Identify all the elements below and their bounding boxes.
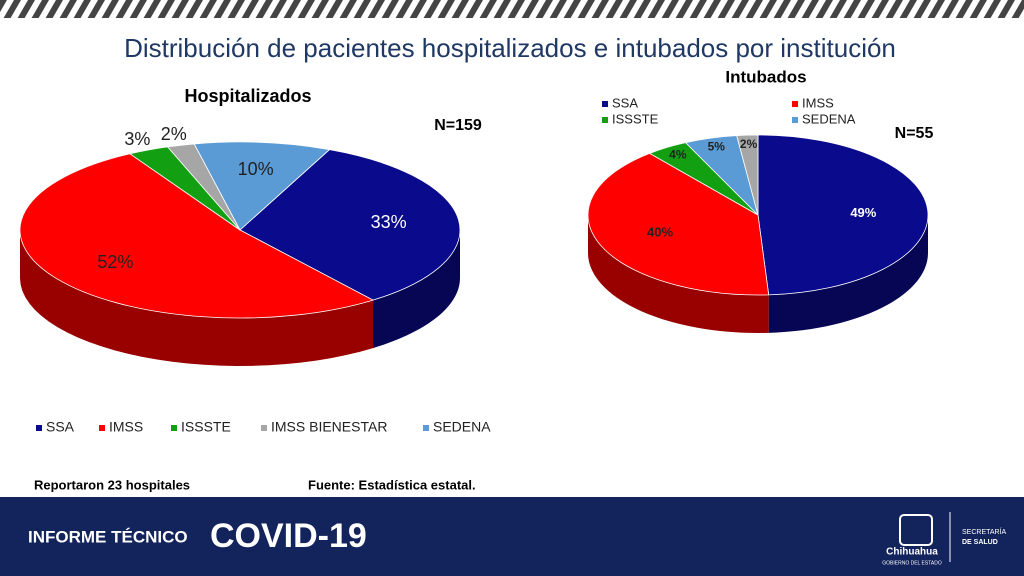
legend-swatch bbox=[792, 117, 798, 123]
pie-slice bbox=[587, 152, 770, 296]
legend-swatch bbox=[261, 425, 267, 431]
pie-slice bbox=[239, 149, 461, 301]
legend-label: IMSS bbox=[109, 419, 143, 435]
pie-side bbox=[373, 230, 460, 349]
data-label: 49% bbox=[850, 205, 876, 220]
pie-side bbox=[20, 230, 374, 366]
pie-slice bbox=[736, 134, 759, 216]
legend-swatch bbox=[99, 425, 105, 431]
slide-title: Distribución de pacientes hospitalizados… bbox=[124, 33, 896, 63]
chart-title: Hospitalizados bbox=[184, 86, 311, 106]
legend-swatch bbox=[602, 101, 608, 107]
footer-state: Chihuahua bbox=[886, 547, 938, 558]
legend-label: SEDENA bbox=[433, 419, 491, 435]
legend-swatch bbox=[171, 425, 177, 431]
legend-swatch bbox=[602, 117, 608, 123]
note: Fuente: Estadística estatal. bbox=[308, 477, 476, 492]
footer-ministry: SECRETARÍA bbox=[962, 527, 1007, 536]
data-label: 52% bbox=[97, 252, 133, 272]
pie-side bbox=[768, 215, 928, 333]
legend-label: IMSS BIENESTAR bbox=[271, 419, 387, 435]
legend-label: ISSSTE bbox=[181, 419, 231, 435]
data-label: 2% bbox=[161, 124, 187, 144]
pie-slice bbox=[757, 134, 929, 296]
logo bbox=[899, 514, 933, 546]
legend-label: SSA bbox=[46, 419, 75, 435]
footer-topic: COVID-19 bbox=[210, 517, 367, 555]
legend-label: SSA bbox=[612, 95, 638, 110]
pie-side bbox=[588, 215, 769, 333]
annotation: N=55 bbox=[895, 125, 934, 142]
legend-swatch bbox=[423, 425, 429, 431]
data-label: 33% bbox=[371, 212, 407, 232]
annotation: N=159 bbox=[434, 117, 482, 134]
data-label: 10% bbox=[238, 159, 274, 179]
data-label: 4% bbox=[669, 148, 687, 162]
footer-ministry: DE SALUD bbox=[962, 539, 998, 546]
pie-slice bbox=[193, 141, 331, 231]
footer-band bbox=[0, 497, 1024, 576]
data-label: 40% bbox=[647, 225, 673, 240]
legend-swatch bbox=[792, 101, 798, 107]
legend-label: IMSS bbox=[802, 95, 834, 110]
footer-report: INFORME TÉCNICO bbox=[28, 527, 188, 546]
data-label: 3% bbox=[124, 129, 150, 149]
legend-swatch bbox=[36, 425, 42, 431]
data-label: 2% bbox=[740, 137, 758, 151]
footer-government: GOBIERNO DEL ESTADO bbox=[882, 560, 942, 566]
data-label: 5% bbox=[708, 140, 726, 154]
legend-label: SEDENA bbox=[802, 111, 856, 126]
legend-label: ISSSTE bbox=[612, 111, 659, 126]
pie-slice bbox=[19, 153, 375, 319]
chart-title: Intubados bbox=[725, 67, 806, 86]
top-stripes bbox=[0, 0, 1024, 18]
note: Reportaron 23 hospitales bbox=[34, 477, 190, 492]
